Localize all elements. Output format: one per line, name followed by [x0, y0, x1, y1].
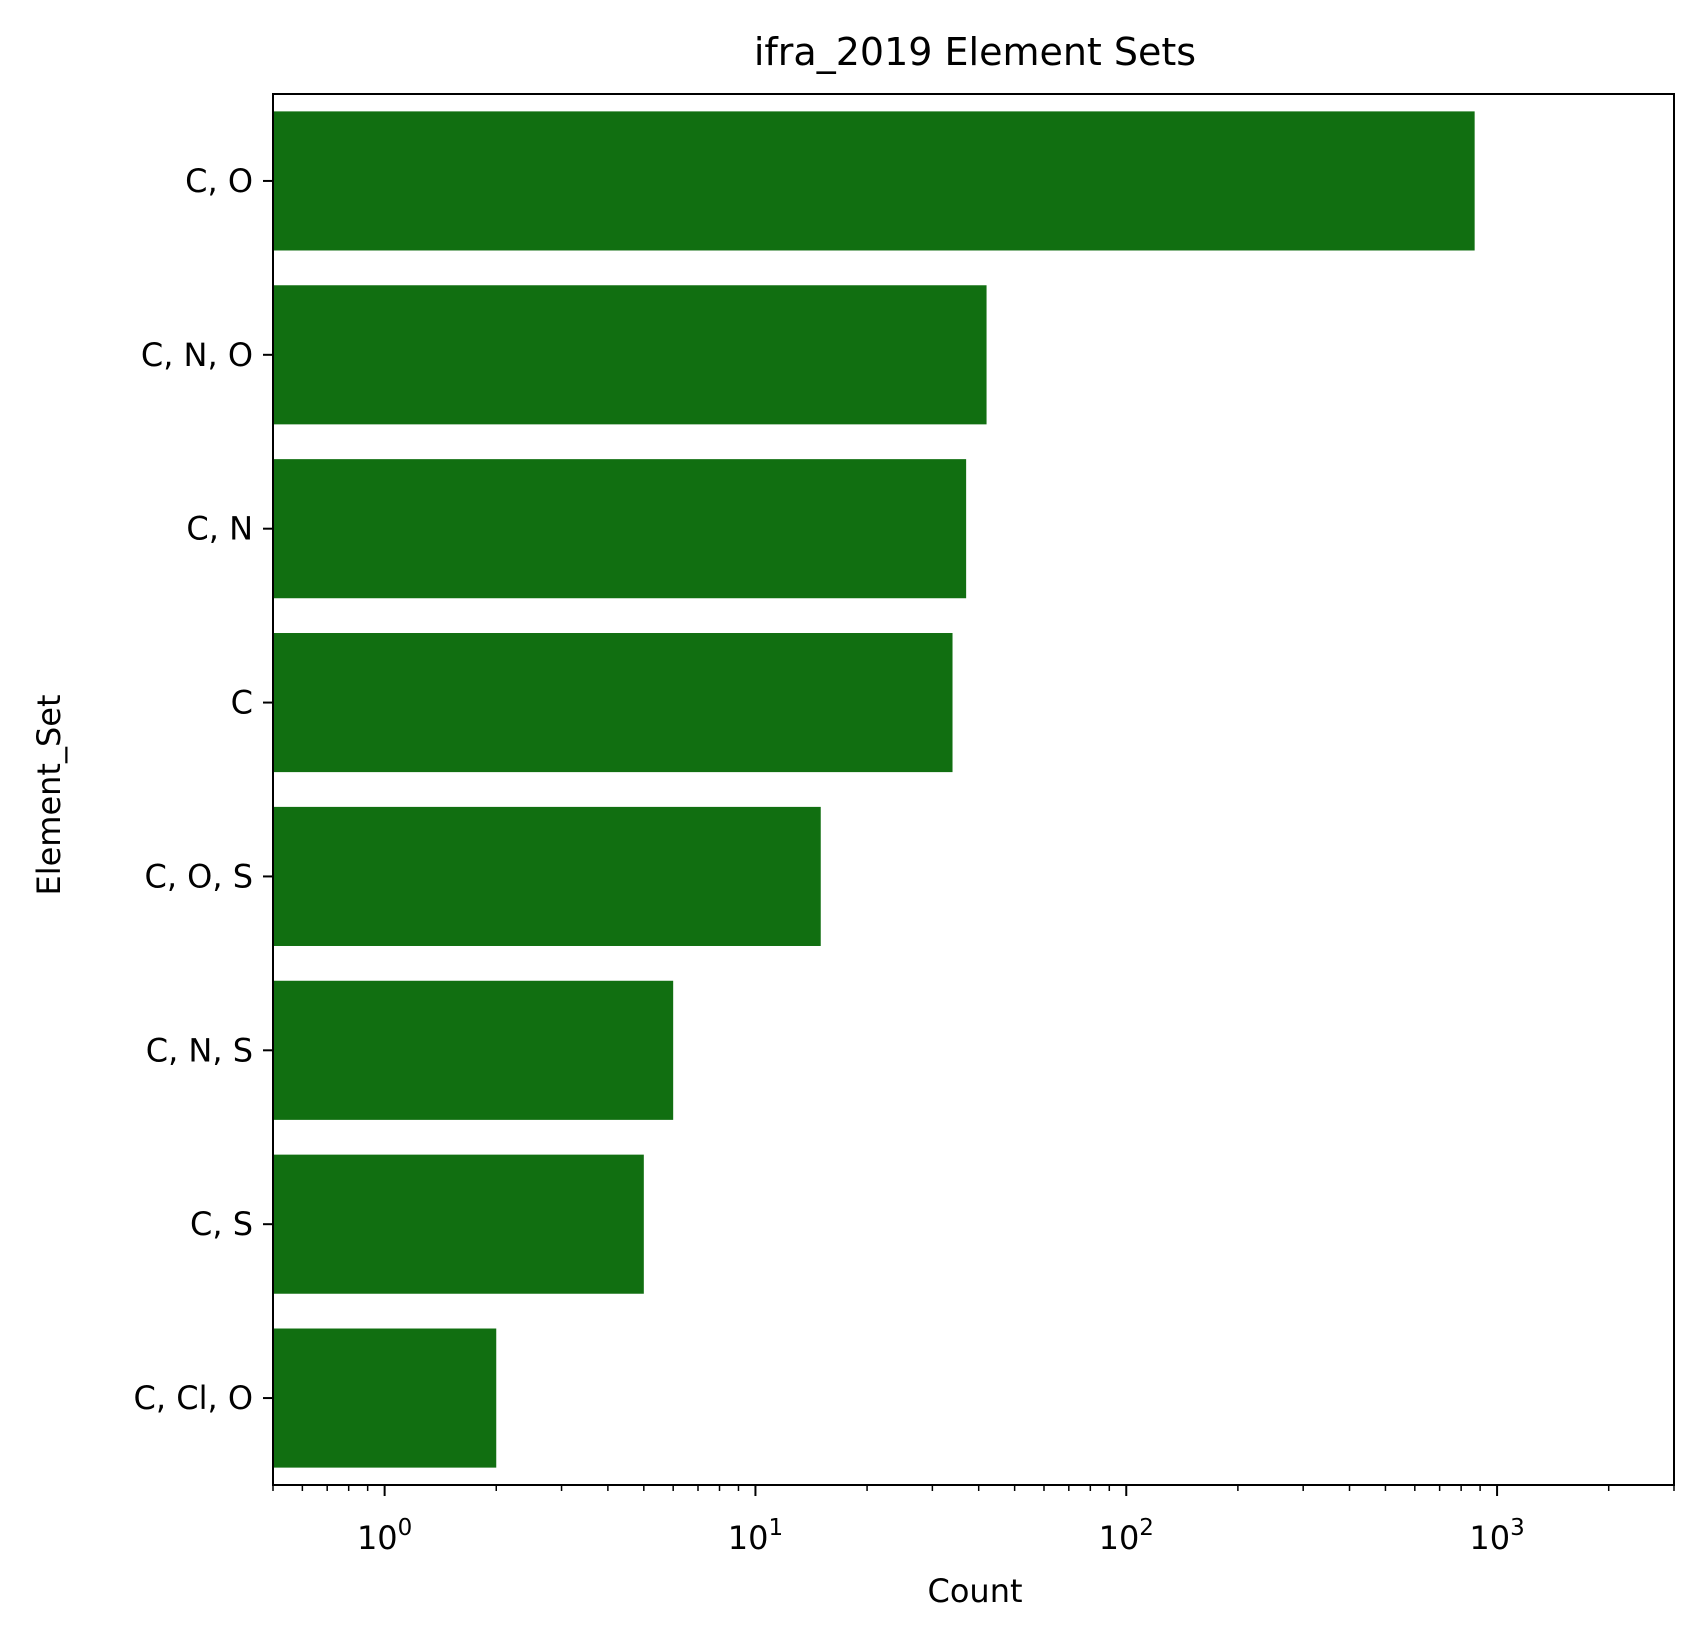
y-axis-label: Element_Set: [30, 694, 68, 895]
y-tick-label: C, N, S: [146, 1031, 253, 1069]
x-tick-label: 102: [1099, 1515, 1154, 1557]
bar: [273, 806, 821, 946]
y-tick-label: C, O, S: [144, 857, 253, 895]
bar: [273, 111, 1475, 251]
y-tick-label: C: [231, 684, 253, 722]
ticks-group: C, O C, N, O C, N C C, O, S C, N, S C, S C, Cl,…: [134, 162, 1675, 1557]
y-tick-label: C, O: [185, 162, 253, 200]
bar: [273, 1328, 497, 1468]
bar: [273, 1154, 644, 1294]
bar: [273, 980, 674, 1120]
bars-group: [273, 111, 1475, 1468]
bar: [273, 459, 967, 599]
y-tick-label: C, S: [190, 1205, 253, 1243]
y-tick-label: C, N: [186, 510, 253, 548]
y-tick-label: C, N, O: [141, 336, 253, 374]
plot-frame: [272, 93, 1675, 1486]
x-tick-label: 103: [1469, 1515, 1524, 1557]
bar: [273, 633, 953, 773]
y-tick-label: C, Cl, O: [134, 1379, 253, 1417]
bar: [273, 285, 987, 425]
x-axis-label: Count: [927, 1572, 1022, 1610]
chart-title: ifra_2019 Element Sets: [754, 30, 1196, 74]
x-tick-label: 101: [728, 1515, 783, 1557]
x-tick-label: 100: [357, 1515, 412, 1557]
